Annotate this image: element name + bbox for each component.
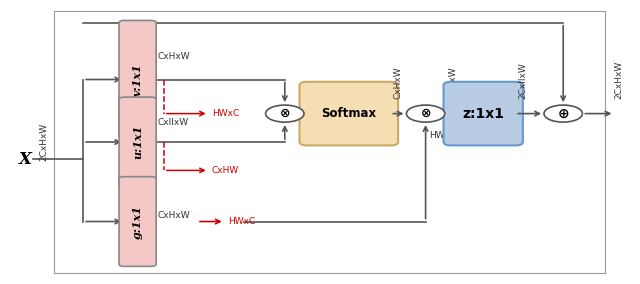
Text: CxHxW: CxHxW [448, 67, 457, 99]
FancyBboxPatch shape [444, 82, 523, 145]
Text: 2CxHxW: 2CxHxW [39, 123, 48, 161]
Text: CxIIxW: CxIIxW [157, 118, 189, 127]
Text: HWxC: HWxC [228, 217, 255, 226]
Text: CxHxW: CxHxW [394, 67, 403, 99]
Text: CxHxW: CxHxW [157, 52, 190, 61]
Text: 2CxHxW: 2CxHxW [614, 61, 623, 99]
Text: 2CxIIxW: 2CxIIxW [518, 63, 527, 99]
FancyBboxPatch shape [119, 20, 156, 139]
Text: u:1x1: u:1x1 [132, 125, 143, 159]
Text: CxHxW: CxHxW [157, 211, 190, 220]
Text: ⊗: ⊗ [420, 107, 431, 120]
Text: g:1x1: g:1x1 [132, 204, 143, 239]
FancyBboxPatch shape [119, 177, 156, 266]
Text: CxHW: CxHW [212, 166, 239, 175]
Text: z:1x1: z:1x1 [462, 106, 504, 121]
Text: ⊕: ⊕ [557, 106, 569, 121]
FancyBboxPatch shape [119, 97, 156, 187]
Text: HWxC: HWxC [212, 109, 239, 118]
Circle shape [544, 105, 582, 122]
Text: HWxC: HWxC [429, 131, 456, 140]
Text: v:1x1: v:1x1 [132, 63, 143, 96]
FancyBboxPatch shape [300, 82, 398, 145]
Text: ⊗: ⊗ [280, 107, 290, 120]
Circle shape [266, 105, 304, 122]
Text: X: X [19, 151, 32, 168]
Circle shape [406, 105, 445, 122]
Text: Softmax: Softmax [321, 107, 376, 120]
